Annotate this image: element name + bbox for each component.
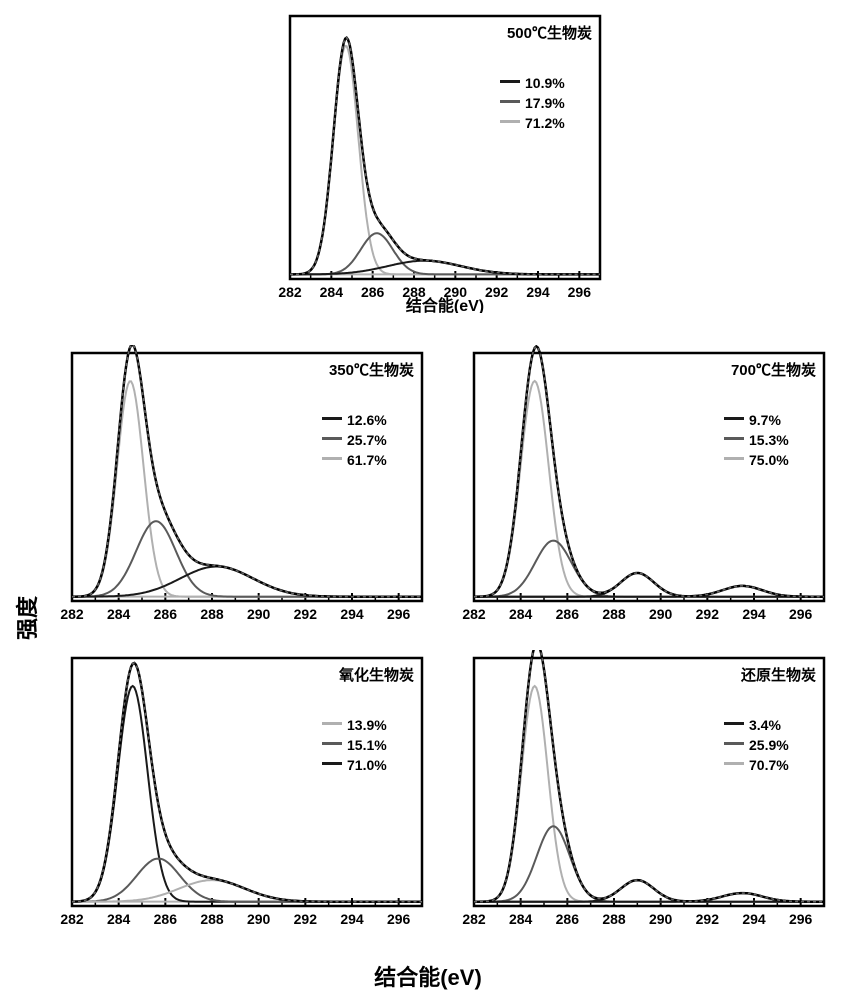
svg-text:282: 282 — [60, 911, 84, 927]
svg-text:284: 284 — [509, 606, 533, 622]
svg-text:288: 288 — [200, 911, 224, 927]
y-axis-label: 强度 — [10, 596, 42, 640]
svg-text:282: 282 — [462, 911, 486, 927]
svg-text:292: 292 — [696, 911, 720, 927]
svg-text:294: 294 — [742, 911, 766, 927]
panel-pred: 282 284 286 288 290 292 294 296 还原生物炭 3.4% 25.9% 70… — [462, 650, 832, 940]
panel-pox: 282 284 286 288 290 292 294 296 氧化生物炭 13.9% 15.1% 7… — [60, 650, 430, 940]
svg-text:75.0%: 75.0% — [749, 452, 789, 468]
svg-text:288: 288 — [602, 606, 626, 622]
svg-text:286: 286 — [556, 911, 580, 927]
svg-text:15.1%: 15.1% — [347, 737, 387, 753]
svg-text:25.7%: 25.7% — [347, 432, 387, 448]
svg-text:294: 294 — [340, 606, 364, 622]
svg-text:286: 286 — [361, 284, 385, 300]
svg-text:286: 286 — [154, 606, 178, 622]
svg-text:9.7%: 9.7% — [749, 412, 781, 428]
svg-text:290: 290 — [649, 911, 673, 927]
svg-text:292: 292 — [696, 606, 720, 622]
svg-text:61.7%: 61.7% — [347, 452, 387, 468]
svg-text:3.4%: 3.4% — [749, 717, 781, 733]
svg-text:氧化生物炭: 氧化生物炭 — [338, 666, 414, 684]
svg-text:284: 284 — [107, 911, 131, 927]
svg-text:288: 288 — [602, 911, 626, 927]
panel-svg: 282 284 286 288 290 292 294 296 350℃生物炭 12.6% 25.7… — [60, 345, 430, 635]
svg-text:292: 292 — [294, 911, 318, 927]
xps-figure: 强度 结合能(eV) 282 284 286 288 290 292 294 296 500℃生… — [0, 0, 856, 1000]
svg-text:290: 290 — [247, 606, 271, 622]
svg-text:15.3%: 15.3% — [749, 432, 789, 448]
svg-text:286: 286 — [556, 606, 580, 622]
svg-text:292: 292 — [294, 606, 318, 622]
svg-text:296: 296 — [568, 284, 592, 300]
x-axis-label: 结合能(eV) — [374, 960, 482, 992]
svg-text:71.2%: 71.2% — [525, 115, 565, 131]
panel-p350: 282 284 286 288 290 292 294 296 350℃生物炭 12.6% 25.7… — [60, 345, 430, 635]
svg-text:284: 284 — [107, 606, 131, 622]
svg-text:70.7%: 70.7% — [749, 757, 789, 773]
svg-text:还原生物炭: 还原生物炭 — [740, 666, 816, 684]
svg-text:282: 282 — [278, 284, 302, 300]
svg-text:284: 284 — [320, 284, 344, 300]
panel-svg: 282284286288290292294296500℃生物炭10.9%17.9… — [278, 8, 608, 313]
svg-text:结合能(eV): 结合能(eV) — [405, 296, 484, 313]
svg-text:350℃生物炭: 350℃生物炭 — [329, 361, 414, 379]
svg-text:25.9%: 25.9% — [749, 737, 789, 753]
panel-svg: 282 284 286 288 290 292 294 296 还原生物炭 3.4% 25.9% 70… — [462, 650, 832, 940]
svg-text:290: 290 — [247, 911, 271, 927]
svg-text:286: 286 — [154, 911, 178, 927]
svg-text:13.9%: 13.9% — [347, 717, 387, 733]
panel-svg: 282 284 286 288 290 292 294 296 氧化生物炭 13.9% 15.1% 7… — [60, 650, 430, 940]
svg-text:17.9%: 17.9% — [525, 95, 565, 111]
panel-p700: 282 284 286 288 290 292 294 296 700℃生物炭 9.7% 15.3%… — [462, 345, 832, 635]
svg-text:296: 296 — [387, 911, 411, 927]
svg-text:500℃生物炭: 500℃生物炭 — [507, 24, 592, 42]
svg-text:288: 288 — [200, 606, 224, 622]
svg-text:296: 296 — [789, 911, 813, 927]
svg-text:294: 294 — [340, 911, 364, 927]
svg-text:10.9%: 10.9% — [525, 75, 565, 91]
svg-text:294: 294 — [526, 284, 550, 300]
svg-text:292: 292 — [485, 284, 509, 300]
svg-text:296: 296 — [789, 606, 813, 622]
svg-text:700℃生物炭: 700℃生物炭 — [731, 361, 816, 379]
svg-text:12.6%: 12.6% — [347, 412, 387, 428]
svg-text:294: 294 — [742, 606, 766, 622]
panel-svg: 282 284 286 288 290 292 294 296 700℃生物炭 9.7% 15.3%… — [462, 345, 832, 635]
svg-text:282: 282 — [60, 606, 84, 622]
svg-text:282: 282 — [462, 606, 486, 622]
svg-text:71.0%: 71.0% — [347, 757, 387, 773]
svg-text:290: 290 — [649, 606, 673, 622]
svg-text:284: 284 — [509, 911, 533, 927]
panel-p500: 282284286288290292294296500℃生物炭10.9%17.9… — [278, 8, 608, 313]
svg-text:296: 296 — [387, 606, 411, 622]
